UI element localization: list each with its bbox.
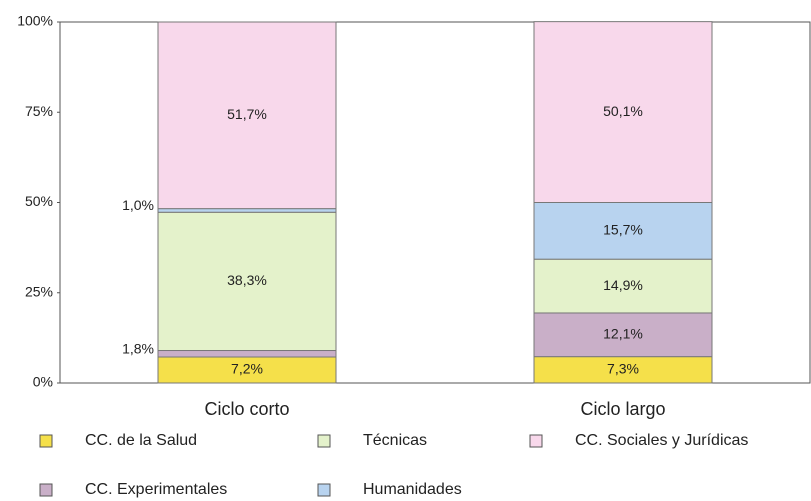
- y-tick-label: 25%: [25, 283, 53, 299]
- x-tick-label: Ciclo largo: [580, 399, 665, 419]
- data-label: 15,7%: [603, 222, 643, 238]
- data-label: 50,1%: [603, 103, 643, 119]
- legend-swatch: [39, 483, 53, 497]
- data-label: 1,8%: [122, 340, 154, 356]
- bar-segment: [533, 21, 713, 203]
- bar-segment: [157, 208, 337, 213]
- bar-segment: [533, 202, 713, 260]
- data-label: 51,7%: [227, 106, 267, 122]
- data-label: 1,0%: [122, 197, 154, 213]
- bar-segment: [533, 312, 713, 358]
- data-label: 12,1%: [603, 326, 643, 342]
- x-tick-label: Ciclo corto: [204, 399, 289, 419]
- legend-label: Humanidades: [363, 481, 462, 498]
- data-label: 14,9%: [603, 277, 643, 293]
- bar-segment: [157, 211, 337, 352]
- legend-swatch: [529, 434, 543, 448]
- y-tick-label: 50%: [25, 193, 53, 209]
- y-tick-label: 0%: [33, 374, 53, 390]
- legend-label: CC. de la Salud: [85, 432, 197, 449]
- legend-swatch: [39, 434, 53, 448]
- legend-label: Técnicas: [363, 432, 427, 449]
- legend-swatch: [317, 483, 331, 497]
- bar-segment: [157, 350, 337, 358]
- data-label: 7,3%: [607, 361, 639, 377]
- bar-segment: [533, 258, 713, 314]
- legend-label: CC. Sociales y Jurídicas: [575, 432, 748, 449]
- y-tick-label: 100%: [17, 13, 53, 29]
- legend-label: CC. Experimentales: [85, 481, 227, 498]
- legend-swatch: [317, 434, 331, 448]
- y-tick-label: 75%: [25, 103, 53, 119]
- data-label: 38,3%: [227, 272, 267, 288]
- data-label: 7,2%: [231, 361, 263, 377]
- bar-segment: [157, 21, 337, 210]
- bar-segment: [533, 356, 713, 384]
